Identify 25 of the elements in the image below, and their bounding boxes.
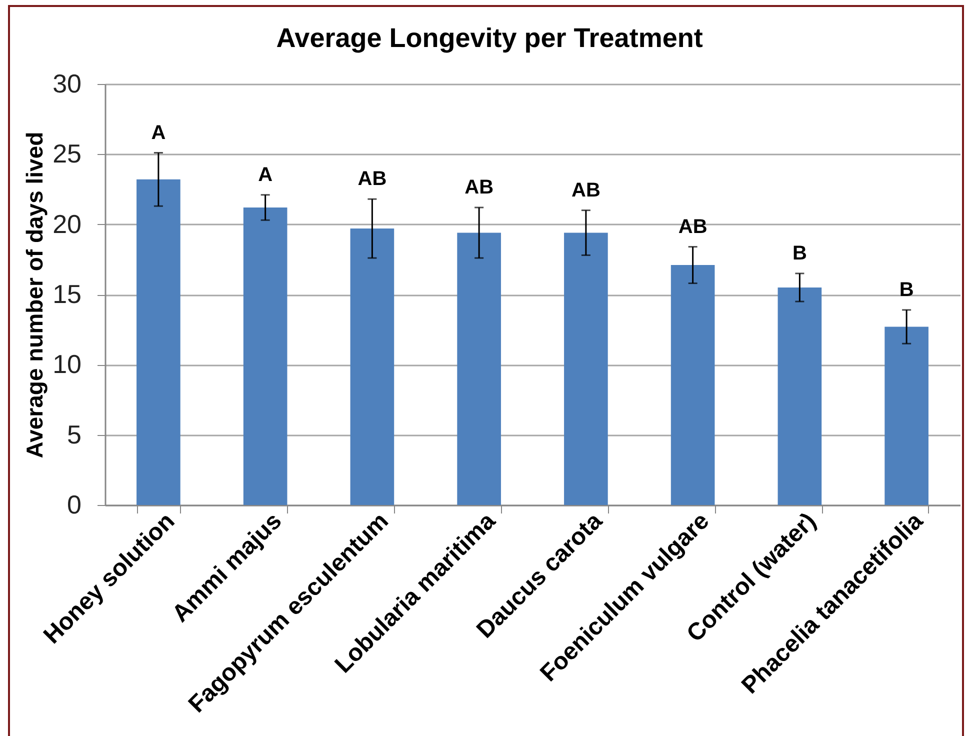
y-tick-label: 0 [67, 490, 82, 520]
annotation: B [792, 242, 807, 264]
annotation: A [151, 122, 166, 144]
y-tick-label: 15 [52, 279, 82, 309]
annotation: AB [464, 176, 494, 198]
bar [778, 287, 822, 505]
bar [350, 228, 394, 505]
y-tick-label: 5 [67, 419, 82, 450]
y-tick-label: 30 [52, 68, 82, 98]
bar [457, 232, 501, 505]
bar [670, 265, 715, 505]
bar [136, 179, 180, 505]
bar [564, 232, 608, 505]
y-tick-label: 25 [52, 138, 82, 169]
annotation: AB [358, 168, 387, 190]
annotation: B [899, 278, 914, 301]
y-tick-label: 10 [52, 349, 82, 380]
bar [243, 207, 288, 505]
annotation: A [258, 164, 273, 186]
y-tick-label: 20 [52, 208, 82, 239]
annotation: AB [678, 216, 708, 238]
chart-title: Average Longevity per Treatment [276, 23, 703, 53]
y-axis-title: Average number of days lived [22, 132, 48, 458]
annotation: AB [571, 179, 600, 202]
bar [884, 326, 928, 505]
